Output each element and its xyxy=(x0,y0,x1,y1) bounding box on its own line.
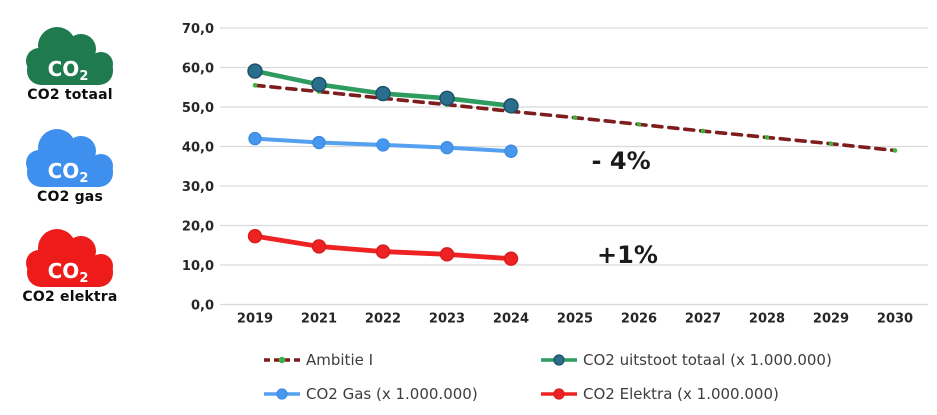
data-point-gas xyxy=(312,135,326,150)
series-elektra xyxy=(247,228,519,266)
cloud-sub: 2 xyxy=(79,69,88,84)
cloud-label-totaal: CO2 totaal xyxy=(27,87,113,103)
cloud-text: CO xyxy=(48,57,80,81)
chart-annotation: +1% xyxy=(597,241,658,269)
y-tick-label: 10,0 xyxy=(182,259,214,274)
chart-legend: Ambitie I CO2 uitstoot totaal (x 1.000.0… xyxy=(263,343,832,411)
data-point-gas xyxy=(440,140,454,155)
data-point-elektra xyxy=(503,251,519,266)
series-gas xyxy=(248,131,518,158)
legend-swatch-ambitie xyxy=(264,356,300,364)
data-point-ambitie xyxy=(636,122,642,127)
series-totaal xyxy=(247,63,519,114)
y-tick-label: 70,0 xyxy=(182,22,214,37)
x-tick-label: 2030 xyxy=(877,312,913,327)
x-tick-label: 2025 xyxy=(557,312,593,327)
legend-item-totaal: CO2 uitstoot totaal (x 1.000.000) xyxy=(540,351,832,369)
data-point-ambitie xyxy=(700,128,706,134)
x-tick-label: 2028 xyxy=(749,312,785,327)
y-axis-labels: 0,0 10,0 20,0 30,0 40,0 50,0 60,0 70,0 xyxy=(182,22,214,314)
data-point-ambitie xyxy=(892,148,898,153)
legend-swatch-gas xyxy=(264,388,300,400)
y-tick-label: 60,0 xyxy=(182,62,214,77)
x-tick-label: 2027 xyxy=(685,312,721,327)
x-axis-labels: 2019 2021 2022 2023 2024 2025 2026 2027 2028 2029… xyxy=(237,312,913,327)
x-tick-label: 2022 xyxy=(365,312,401,327)
co2-cloud-icon-elektra: CO2 xyxy=(26,229,113,287)
co2-cloud-icon-gas: CO2 xyxy=(26,129,113,187)
x-tick-label: 2026 xyxy=(621,312,657,327)
data-point-totaal xyxy=(503,98,519,114)
y-tick-label: 0,0 xyxy=(191,299,214,314)
data-point-gas xyxy=(248,131,262,146)
legend-label-elektra: CO2 Elektra (x 1.000.000) xyxy=(583,385,779,403)
legend-label-totaal: CO2 uitstoot totaal (x 1.000.000) xyxy=(583,351,832,369)
legend-label-gas: CO2 Gas (x 1.000.000) xyxy=(306,385,478,403)
sidebar-item-co2-elektra: CO2 CO2 elektra xyxy=(16,226,124,305)
x-tick-label: 2029 xyxy=(813,312,849,327)
cloud-sub: 2 xyxy=(79,171,88,186)
legend-item-ambitie: Ambitie I xyxy=(263,351,540,369)
sidebar-item-co2-gas: CO2 CO2 gas xyxy=(16,126,124,205)
data-point-elektra xyxy=(247,228,263,244)
y-tick-label: 50,0 xyxy=(182,101,214,116)
legend-item-gas: CO2 Gas (x 1.000.000) xyxy=(263,385,540,403)
legend-label-ambitie: Ambitie I xyxy=(306,351,374,369)
x-tick-label: 2024 xyxy=(493,312,529,327)
x-tick-label: 2023 xyxy=(429,312,465,327)
data-point-ambitie xyxy=(828,141,834,147)
data-point-elektra xyxy=(311,239,327,254)
cloud-label-gas: CO2 gas xyxy=(37,189,103,205)
svg-text:CO2: CO2 xyxy=(48,159,89,186)
data-point-totaal xyxy=(311,76,327,93)
x-tick-label: 2021 xyxy=(301,312,337,327)
y-tick-label: 30,0 xyxy=(182,180,214,195)
data-point-totaal xyxy=(375,85,391,102)
chart-area: 0,0 10,0 20,0 30,0 40,0 50,0 60,0 70,0 2019 2021 2… xyxy=(170,0,937,338)
data-point-gas xyxy=(376,138,390,152)
gridlines xyxy=(220,27,928,306)
y-tick-label: 20,0 xyxy=(182,220,214,235)
data-point-gas xyxy=(504,144,518,158)
sidebar-item-co2-totaal: CO2 CO2 totaal xyxy=(16,24,124,103)
data-point-ambitie xyxy=(252,82,258,88)
data-point-totaal xyxy=(247,63,263,79)
data-point-elektra xyxy=(439,247,455,262)
cloud-sub: 2 xyxy=(79,271,88,286)
data-point-ambitie xyxy=(572,115,578,120)
chart-annotation: - 4% xyxy=(592,147,651,175)
svg-text:CO2: CO2 xyxy=(48,259,89,286)
legend-item-elektra: CO2 Elektra (x 1.000.000) xyxy=(540,385,817,403)
x-tick-label: 2019 xyxy=(237,312,273,327)
legend-swatch-totaal xyxy=(541,354,577,366)
cloud-text: CO xyxy=(48,159,80,183)
y-tick-label: 40,0 xyxy=(182,141,214,156)
cloud-text: CO xyxy=(48,259,80,283)
svg-text:CO2: CO2 xyxy=(48,57,89,84)
data-point-elektra xyxy=(375,244,391,259)
data-point-totaal xyxy=(439,90,455,107)
co2-cloud-icon-totaal: CO2 xyxy=(26,27,113,85)
data-point-ambitie xyxy=(764,135,770,140)
cloud-label-elektra: CO2 elektra xyxy=(22,289,118,305)
legend-swatch-elektra xyxy=(541,388,577,400)
